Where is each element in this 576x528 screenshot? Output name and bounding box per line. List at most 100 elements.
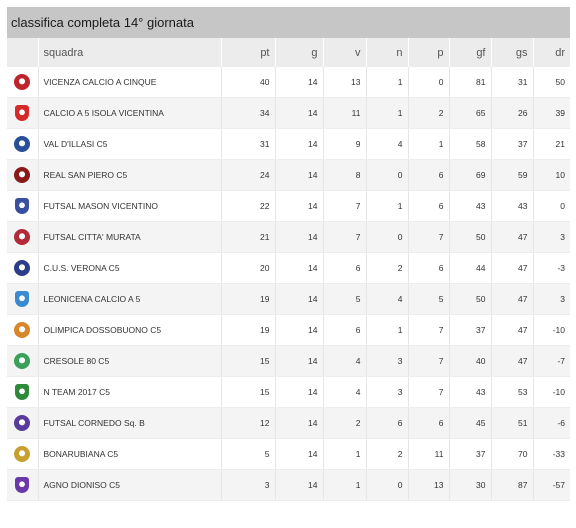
team-points: 20 xyxy=(221,252,276,284)
team-goals-for: 50 xyxy=(449,221,492,253)
team-played: 14 xyxy=(275,159,324,191)
losses-header[interactable]: p xyxy=(408,38,450,67)
table-row[interactable]: N TEAM 2017 C5 15 14 4 3 7 43 53 -10 xyxy=(7,376,570,408)
table-row[interactable]: FUTSAL MASON VICENTINO 22 14 7 1 6 43 43 0 xyxy=(7,190,570,222)
team-draws: 4 xyxy=(366,283,409,315)
table-row[interactable]: FUTSAL CITTA' MURATA 21 14 7 0 7 50 47 3 xyxy=(7,221,570,253)
team-name[interactable]: OLIMPICA DOSSOBUONO C5 xyxy=(38,314,222,346)
team-wins: 7 xyxy=(323,221,367,253)
team-name[interactable]: CALCIO A 5 ISOLA VICENTINA xyxy=(38,97,222,129)
team-name[interactable]: CRESOLE 80 C5 xyxy=(38,345,222,377)
table-row[interactable]: REAL SAN PIERO C5 24 14 8 0 6 69 59 10 xyxy=(7,159,570,191)
team-goals-for: 65 xyxy=(449,97,492,129)
table-row[interactable]: C.U.S. VERONA C5 20 14 6 2 6 44 47 -3 xyxy=(7,252,570,284)
team-points: 34 xyxy=(221,97,276,129)
team-goals-against: 51 xyxy=(491,407,534,439)
team-logo-cell xyxy=(7,283,39,315)
team-losses: 13 xyxy=(408,469,450,501)
team-points: 31 xyxy=(221,128,276,160)
team-logo-icon xyxy=(15,198,30,214)
team-logo-icon xyxy=(14,167,31,183)
team-wins: 1 xyxy=(323,438,367,470)
table-row[interactable]: VAL D'ILLASI C5 31 14 9 4 1 58 37 21 xyxy=(7,128,570,160)
team-name[interactable]: BONARUBIANA C5 xyxy=(38,438,222,470)
team-points: 3 xyxy=(221,469,276,501)
team-logo-icon xyxy=(14,260,31,276)
team-goals-against: 31 xyxy=(491,67,534,98)
team-name[interactable]: AGNO DIONISO C5 xyxy=(38,469,222,501)
table-row[interactable]: LEONICENA CALCIO A 5 19 14 5 4 5 50 47 3 xyxy=(7,283,570,315)
team-losses: 7 xyxy=(408,221,450,253)
team-wins: 8 xyxy=(323,159,367,191)
team-losses: 0 xyxy=(408,67,450,98)
team-wins: 13 xyxy=(323,67,367,98)
table-row[interactable]: VICENZA CALCIO A CINQUE 40 14 13 1 0 81 31 50 xyxy=(7,67,570,98)
team-logo-cell xyxy=(7,97,39,129)
team-goals-against: 47 xyxy=(491,252,534,284)
table-row[interactable]: CRESOLE 80 C5 15 14 4 3 7 40 47 -7 xyxy=(7,345,570,377)
goal-difference-header[interactable]: dr xyxy=(533,38,570,67)
draws-header[interactable]: n xyxy=(366,38,409,67)
team-logo-icon xyxy=(15,477,30,493)
team-header[interactable]: squadra xyxy=(38,38,222,67)
team-name[interactable]: N TEAM 2017 C5 xyxy=(38,376,222,408)
team-goal-difference: 0 xyxy=(533,190,570,222)
table-row[interactable]: OLIMPICA DOSSOBUONO C5 19 14 6 1 7 37 47 -10 xyxy=(7,314,570,346)
team-logo-cell xyxy=(7,438,39,470)
team-goal-difference: -10 xyxy=(533,314,570,346)
team-played: 14 xyxy=(275,345,324,377)
team-logo-cell xyxy=(7,407,39,439)
team-goal-difference: 50 xyxy=(533,67,570,98)
team-losses: 7 xyxy=(408,314,450,346)
points-header[interactable]: pt xyxy=(221,38,276,67)
team-played: 14 xyxy=(275,314,324,346)
team-wins: 5 xyxy=(323,283,367,315)
team-name[interactable]: VICENZA CALCIO A CINQUE xyxy=(38,67,222,98)
team-name[interactable]: FUTSAL MASON VICENTINO xyxy=(38,190,222,222)
team-name[interactable]: VAL D'ILLASI C5 xyxy=(38,128,222,160)
team-losses: 2 xyxy=(408,97,450,129)
team-draws: 2 xyxy=(366,438,409,470)
team-draws: 0 xyxy=(366,221,409,253)
team-draws: 6 xyxy=(366,407,409,439)
team-logo-cell xyxy=(7,314,39,346)
team-name[interactable]: LEONICENA CALCIO A 5 xyxy=(38,283,222,315)
team-points: 19 xyxy=(221,314,276,346)
team-name[interactable]: FUTSAL CITTA' MURATA xyxy=(38,221,222,253)
team-goal-difference: 10 xyxy=(533,159,570,191)
team-goals-against: 53 xyxy=(491,376,534,408)
team-points: 21 xyxy=(221,221,276,253)
team-draws: 1 xyxy=(366,190,409,222)
team-name[interactable]: C.U.S. VERONA C5 xyxy=(38,252,222,284)
team-losses: 7 xyxy=(408,345,450,377)
team-name[interactable]: FUTSAL CORNEDO Sq. B xyxy=(38,407,222,439)
team-played: 14 xyxy=(275,128,324,160)
table-row[interactable]: CALCIO A 5 ISOLA VICENTINA 34 14 11 1 2 65 26 39 xyxy=(7,97,570,129)
team-played: 14 xyxy=(275,469,324,501)
team-goals-for: 50 xyxy=(449,283,492,315)
team-losses: 7 xyxy=(408,376,450,408)
team-losses: 5 xyxy=(408,283,450,315)
goals-for-header[interactable]: gf xyxy=(449,38,492,67)
team-goals-against: 47 xyxy=(491,314,534,346)
table-row[interactable]: FUTSAL CORNEDO Sq. B 12 14 2 6 6 45 51 -6 xyxy=(7,407,570,439)
team-goals-for: 44 xyxy=(449,252,492,284)
team-logo-cell xyxy=(7,221,39,253)
team-points: 15 xyxy=(221,345,276,377)
team-goals-against: 26 xyxy=(491,97,534,129)
team-goals-against: 43 xyxy=(491,190,534,222)
team-goals-for: 37 xyxy=(449,438,492,470)
team-goal-difference: 3 xyxy=(533,283,570,315)
goals-against-header[interactable]: gs xyxy=(491,38,534,67)
team-draws: 0 xyxy=(366,159,409,191)
team-goal-difference: -3 xyxy=(533,252,570,284)
table-row[interactable]: AGNO DIONISO C5 3 14 1 0 13 30 87 -57 xyxy=(7,469,570,501)
team-logo-cell xyxy=(7,345,39,377)
team-goals-for: 37 xyxy=(449,314,492,346)
team-draws: 3 xyxy=(366,345,409,377)
played-header[interactable]: g xyxy=(275,38,324,67)
table-row[interactable]: BONARUBIANA C5 5 14 1 2 11 37 70 -33 xyxy=(7,438,570,470)
wins-header[interactable]: v xyxy=(323,38,367,67)
team-name[interactable]: REAL SAN PIERO C5 xyxy=(38,159,222,191)
team-goals-against: 47 xyxy=(491,283,534,315)
